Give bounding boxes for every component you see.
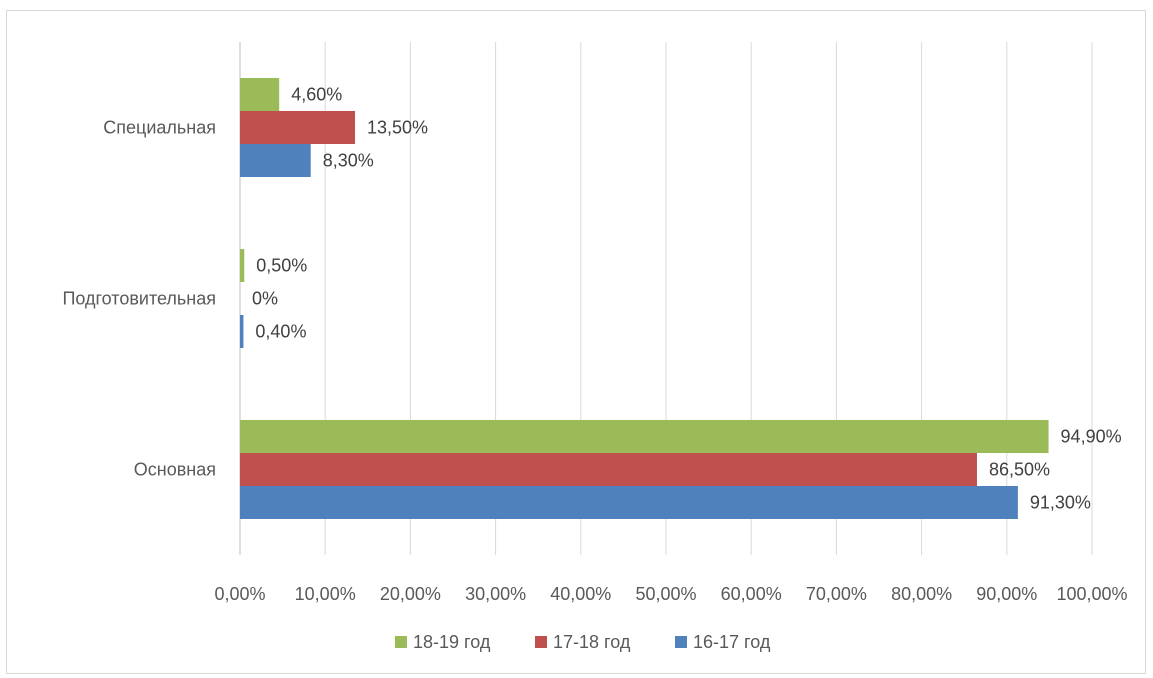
bar (240, 78, 280, 111)
data-label: 0% (252, 289, 278, 309)
legend-entry: 17-18 год (553, 632, 631, 652)
bar (240, 420, 1049, 453)
x-tick-label: 40,00% (550, 584, 611, 604)
category-label: Основная (134, 460, 216, 480)
x-tick-label: 20,00% (380, 584, 441, 604)
bar (240, 453, 977, 486)
x-tick-label: 50,00% (635, 584, 696, 604)
data-label: 13,50% (367, 118, 428, 138)
data-label: 8,30% (323, 151, 374, 171)
x-tick-label: 90,00% (976, 584, 1037, 604)
data-label: 0,40% (255, 322, 306, 342)
x-tick-label: 10,00% (295, 584, 356, 604)
data-label: 4,60% (291, 85, 342, 105)
bar (240, 249, 245, 282)
legend-entry: 18-19 год (413, 632, 491, 652)
category-label: Подготовительная (62, 289, 216, 309)
data-label: 91,30% (1030, 493, 1091, 513)
category-label: Специальная (103, 118, 216, 138)
x-tick-label: 0,00% (214, 584, 265, 604)
bar (240, 486, 1018, 519)
bar (240, 315, 244, 348)
x-tick-label: 100,00% (1056, 584, 1127, 604)
legend-swatch (395, 636, 407, 648)
bar (240, 111, 356, 144)
chart-frame (6, 10, 1146, 674)
x-tick-label: 80,00% (891, 584, 952, 604)
data-label: 86,50% (989, 460, 1050, 480)
x-tick-label: 60,00% (721, 584, 782, 604)
legend-swatch (675, 636, 687, 648)
data-label: 94,90% (1061, 427, 1122, 447)
data-label: 0,50% (256, 256, 307, 276)
bar (240, 144, 311, 177)
x-tick-label: 70,00% (806, 584, 867, 604)
x-tick-label: 30,00% (465, 584, 526, 604)
legend-entry: 16-17 год (693, 632, 771, 652)
legend-swatch (535, 636, 547, 648)
